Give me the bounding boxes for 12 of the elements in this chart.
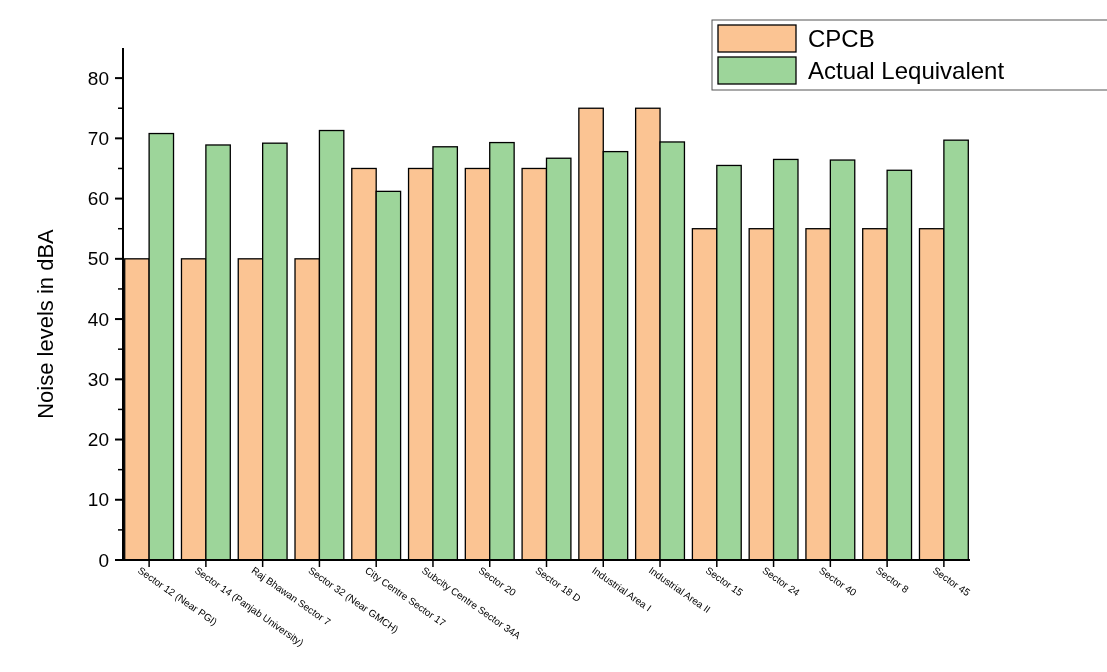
y-tick-label: 40 — [87, 308, 109, 330]
y-tick-label: 0 — [98, 549, 109, 571]
legend-label: CPCB — [808, 25, 875, 53]
legend-label: Actual Lequivalent — [808, 57, 1005, 85]
y-tick-label: 30 — [87, 368, 109, 390]
y-tick-label: 70 — [87, 128, 109, 149]
y-tick-label: 10 — [87, 489, 109, 511]
y-tick-label: 60 — [87, 188, 109, 210]
y-tick-label: 20 — [87, 429, 109, 451]
y-tick-label: 50 — [87, 248, 109, 270]
y-tick-label: 80 — [87, 67, 109, 89]
y-axis-title: Noise levels in dBA — [33, 228, 58, 419]
